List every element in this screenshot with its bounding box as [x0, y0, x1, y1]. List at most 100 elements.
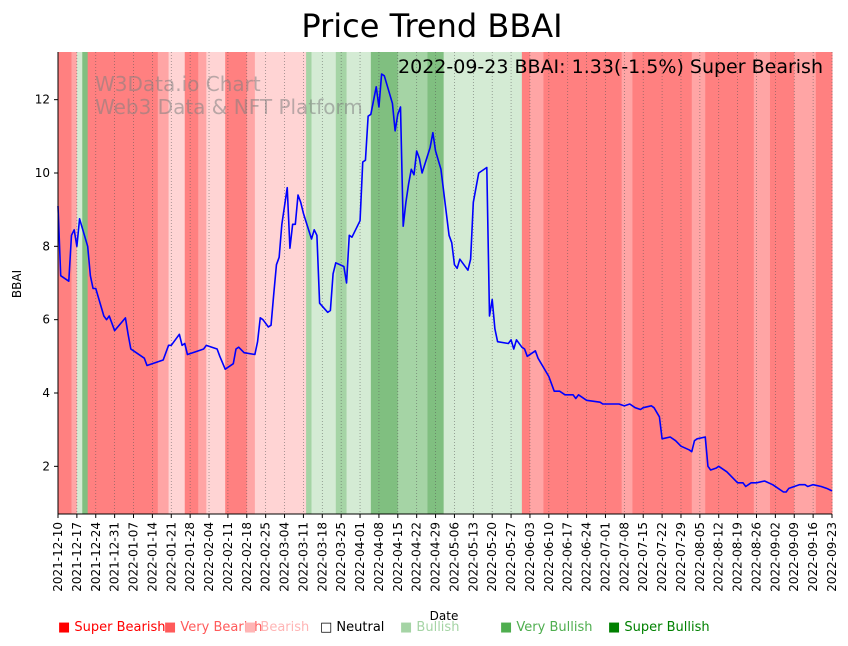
x-tick-label: 2022-01-21: [164, 522, 178, 592]
legend-item: ■ Very Bearish: [164, 620, 262, 635]
sentiment-band-very-bearish: [71, 52, 78, 514]
legend-label: Super Bearish: [74, 620, 166, 635]
x-axis-ticks: 2021-12-10 2021-12-17 2021-12-24 2021-12-31…: [51, 514, 839, 592]
sentiment-band-super-bullish: [82, 52, 89, 514]
watermark: W3Data.io Chart Web3 Data & NFT Platform: [95, 72, 363, 119]
x-tick-label: 2021-12-10: [51, 522, 65, 592]
x-tick-label: 2022-04-08: [372, 522, 386, 592]
sentiment-band-bearish: [206, 52, 226, 514]
sentiment-band-super-bullish: [370, 52, 399, 514]
x-axis-label: Date: [430, 609, 459, 623]
sentiment-band-super-bearish: [543, 52, 623, 514]
legend-label: Super Bullish: [624, 620, 710, 635]
x-tick-label: 2022-03-04: [278, 522, 292, 592]
legend-swatch: □: [320, 620, 337, 635]
x-tick-label: 2022-01-28: [183, 522, 197, 592]
x-tick-label: 2022-06-10: [542, 522, 556, 592]
legend-item: ■ Super Bearish: [58, 620, 166, 635]
x-tick-label: 2022-08-26: [749, 522, 763, 592]
x-tick-label: 2022-09-16: [806, 522, 820, 592]
legend-label: Neutral: [336, 620, 385, 635]
legend-swatch: ■: [58, 620, 75, 635]
legend-label: Very Bullish: [516, 620, 593, 635]
legend-item: ■ Very Bullish: [500, 620, 592, 635]
legend-item: ■ Bullish: [400, 620, 459, 635]
axes: [57, 52, 832, 515]
sentiment-band-very-bullish: [306, 52, 313, 514]
x-tick-label: 2021-12-24: [89, 522, 103, 592]
x-tick-label: 2022-01-07: [127, 522, 141, 592]
chart-title: Price Trend BBAI: [301, 7, 562, 45]
y-tick-label: 10: [35, 166, 50, 180]
y-axis-label: BBAI: [10, 270, 24, 298]
sentiment-band-super-bearish: [769, 52, 795, 514]
sentiment-band-very-bearish: [753, 52, 771, 514]
sentiment-band-super-bearish: [225, 52, 248, 514]
latest-price-annotation: 2022-09-23 BBAI: 1.33(-1.5%) Super Beari…: [398, 56, 823, 78]
sentiment-band-very-bullish: [397, 52, 428, 514]
x-tick-label: 2022-04-01: [353, 522, 367, 592]
y-tick-label: 2: [42, 459, 50, 473]
x-tick-label: 2022-03-18: [315, 522, 329, 592]
x-tick-label: 2022-02-25: [259, 522, 273, 592]
sentiment-band-super-bearish: [87, 52, 159, 514]
x-tick-label: 2022-04-29: [429, 522, 443, 592]
x-tick-label: 2022-06-17: [561, 522, 575, 592]
x-tick-label: 2022-08-12: [712, 522, 726, 592]
price-line: [57, 73, 833, 493]
legend-label: Bullish: [416, 620, 460, 635]
sentiment-band-super-bearish: [705, 52, 755, 514]
sentiment-band-bullish: [443, 52, 523, 514]
legend-swatch: ■: [500, 620, 517, 635]
x-tick-label: 2022-01-14: [145, 522, 159, 592]
x-tick-label: 2022-09-09: [787, 522, 801, 592]
sentiment-band-bearish: [168, 52, 186, 514]
price-series: [57, 73, 833, 493]
x-tick-label: 2022-05-27: [504, 522, 518, 592]
x-tick-label: 2022-04-22: [410, 522, 424, 592]
x-tick-label: 2022-07-08: [617, 522, 631, 592]
watermark-line-2: Web3 Data & NFT Platform: [95, 95, 363, 119]
x-tick-label: 2022-02-04: [202, 522, 216, 592]
x-tick-label: 2022-09-23: [825, 522, 839, 592]
x-tick-label: 2022-08-19: [731, 522, 745, 592]
x-tick-label: 2022-07-01: [598, 522, 612, 592]
sentiment-band-very-bearish: [691, 52, 706, 514]
legend-label: Very Bearish: [180, 620, 263, 635]
x-tick-label: 2022-05-13: [466, 522, 480, 592]
legend-swatch: ■: [164, 620, 181, 635]
sentiment-band-very-bearish: [157, 52, 170, 514]
x-tick-label: 2022-02-11: [221, 522, 235, 592]
sentiment-band-super-bearish: [521, 52, 531, 514]
legend-swatch: ■: [400, 620, 417, 635]
sentiment-band-super-bearish: [58, 52, 72, 514]
sentiment-band-very-bearish: [621, 52, 633, 514]
sentiment-band-very-bearish: [529, 52, 544, 514]
sentiment-band-very-bearish: [198, 52, 207, 514]
x-tick-label: 2022-02-18: [240, 522, 254, 592]
sentiment-band-super-bearish: [184, 52, 199, 514]
y-axis-ticks: 2 4 6 8 10 12: [35, 93, 58, 473]
x-tick-label: 2022-05-06: [447, 522, 461, 592]
sentiment-band-very-bearish: [246, 52, 256, 514]
x-tick-label: 2022-03-11: [296, 522, 310, 592]
legend-item: ■ Super Bullish: [608, 620, 710, 635]
x-tick-label: 2022-06-03: [523, 522, 537, 592]
x-tick-label: 2022-07-29: [674, 522, 688, 592]
legend-swatch: ■: [244, 620, 261, 635]
sentiment-band-super-bearish: [815, 52, 833, 514]
x-tick-label: 2022-07-22: [655, 522, 669, 592]
y-tick-label: 6: [42, 313, 50, 327]
x-tick-label: 2021-12-17: [70, 522, 84, 592]
sentiment-bands: [58, 52, 833, 514]
legend-label: Bearish: [260, 620, 310, 635]
sentiment-band-very-bearish: [794, 52, 817, 514]
x-tick-label: 2022-06-24: [580, 522, 594, 592]
legend-swatch: ■: [608, 620, 625, 635]
x-tick-label: 2022-03-25: [334, 522, 348, 592]
sentiment-band-bullish: [76, 52, 83, 514]
x-tick-label: 2022-08-05: [693, 522, 707, 592]
x-tick-label: 2022-05-20: [485, 522, 499, 592]
sentiment-band-bearish: [254, 52, 307, 514]
